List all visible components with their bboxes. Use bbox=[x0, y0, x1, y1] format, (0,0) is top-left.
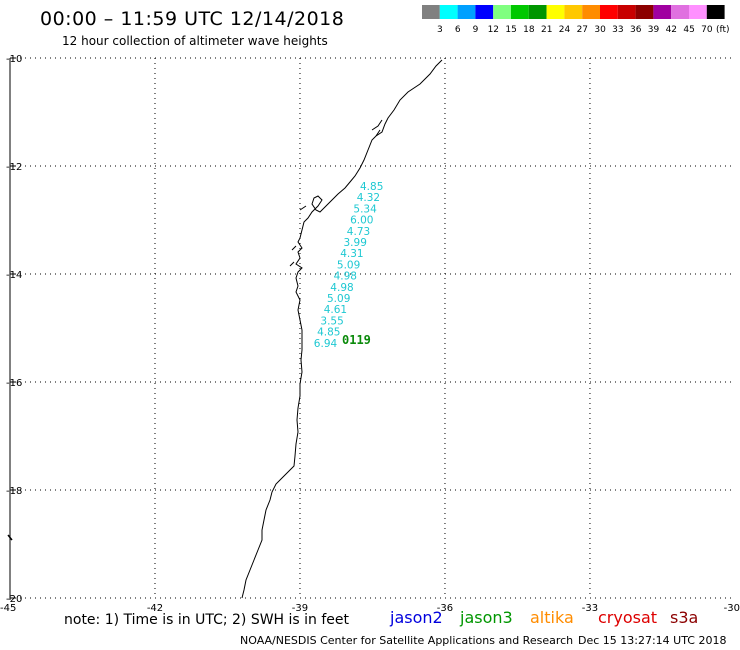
swh-value-label: 6.00 bbox=[350, 215, 373, 227]
map-subtitle: 12 hour collection of altimeter wave hei… bbox=[62, 34, 328, 48]
generation-timestamp: Dec 15 13:27:14 UTC 2018 bbox=[578, 634, 727, 647]
longitude-label: -33 bbox=[582, 603, 598, 614]
latitude-label: -18 bbox=[6, 486, 22, 497]
latitude-label: -16 bbox=[6, 378, 22, 389]
lat-lon-grid bbox=[10, 57, 735, 599]
latitude-label: -10 bbox=[6, 54, 22, 65]
swh-value-label: 4.85 bbox=[360, 181, 383, 193]
legend-value-label: 27 bbox=[577, 25, 588, 35]
longitude-label: -45 bbox=[0, 603, 16, 614]
swh-value-label: 6.94 bbox=[314, 338, 338, 350]
legend-value-label: 24 bbox=[559, 25, 571, 35]
legend-value-label: 42 bbox=[666, 25, 677, 35]
legend-swatch bbox=[511, 5, 529, 19]
swh-value-label: 4.98 bbox=[334, 271, 357, 283]
legend-swatch bbox=[689, 5, 707, 19]
legend-value-label: 3 bbox=[437, 25, 443, 35]
longitude-label: -42 bbox=[147, 603, 163, 614]
legend-swatch bbox=[439, 5, 458, 19]
latitude-label: -12 bbox=[6, 162, 22, 173]
longitude-label: -39 bbox=[292, 603, 308, 614]
legend-value-label: 36 bbox=[630, 25, 642, 35]
legend-swatch bbox=[635, 5, 654, 19]
swh-value-label: 4.73 bbox=[347, 226, 370, 238]
pass-id-label: 0119 bbox=[342, 333, 371, 347]
legend-value-label: 30 bbox=[594, 25, 606, 35]
swh-observations: 4.854.325.346.004.733.994.315.094.984.98… bbox=[314, 181, 384, 350]
legend-unit-label: (ft) bbox=[716, 25, 730, 35]
latitude-label: -14 bbox=[6, 270, 22, 281]
longitude-label: -36 bbox=[437, 603, 453, 614]
latitude-label: -20 bbox=[6, 594, 22, 605]
legend-swatch bbox=[493, 5, 511, 19]
satellite-name-jason3: jason3 bbox=[460, 608, 513, 627]
color-scale-legend: 3 6 9 12 15 18 21 24 27 30 33 36 39 42 45 70 (ft) bbox=[422, 5, 730, 35]
legend-swatch bbox=[671, 5, 689, 19]
legend-value-label: 9 bbox=[473, 25, 479, 35]
swh-value-label: 3.55 bbox=[320, 315, 343, 327]
legend-swatch bbox=[600, 5, 618, 19]
legend-value-label: 39 bbox=[648, 25, 660, 35]
legend-swatch bbox=[706, 5, 725, 19]
legend-value-label: 6 bbox=[455, 25, 461, 35]
island-mark bbox=[7, 534, 13, 541]
swh-value-label: 5.09 bbox=[327, 293, 350, 305]
satellite-name-s3a: s3a bbox=[670, 608, 699, 627]
legend-value-label: 18 bbox=[523, 25, 535, 35]
satellite-name-cryosat: cryosat bbox=[598, 608, 658, 627]
legend-swatch bbox=[582, 5, 600, 19]
legend-swatch bbox=[422, 5, 440, 19]
legend-swatch bbox=[564, 5, 583, 19]
coastline bbox=[241, 59, 443, 599]
footer-note: note: 1) Time is in UTC; 2) SWH is in fe… bbox=[64, 612, 350, 628]
legend-swatch bbox=[528, 5, 547, 19]
legend-value-label: 21 bbox=[541, 25, 552, 35]
credit-text: NOAA/NESDIS Center for Satellite Applica… bbox=[240, 634, 574, 647]
legend-swatch bbox=[546, 5, 565, 19]
map-title: 00:00 – 11:59 UTC 12/14/2018 bbox=[40, 8, 345, 30]
legend-swatch bbox=[653, 5, 672, 19]
swh-value-label: 4.31 bbox=[340, 248, 363, 260]
legend-value-label: 45 bbox=[683, 25, 694, 35]
coastline-detail bbox=[289, 119, 383, 267]
legend-swatch bbox=[617, 5, 636, 19]
swh-value-label: 4.61 bbox=[324, 304, 347, 316]
swh-value-label: 5.34 bbox=[353, 203, 377, 215]
legend-value-label: 12 bbox=[488, 25, 499, 35]
longitude-label: -30 bbox=[724, 603, 740, 614]
satellite-name-jason2: jason2 bbox=[390, 608, 443, 627]
satellite-name-altika: altika bbox=[530, 608, 574, 627]
swh-value-label: 3.99 bbox=[344, 237, 367, 249]
swh-value-label: 5.09 bbox=[337, 259, 360, 271]
legend-swatch bbox=[475, 5, 494, 19]
legend-swatch bbox=[457, 5, 476, 19]
legend-value-label: 33 bbox=[612, 25, 623, 35]
swh-value-label: 4.85 bbox=[317, 327, 340, 339]
legend-value-label: 15 bbox=[505, 25, 516, 35]
swh-value-label: 4.98 bbox=[330, 282, 353, 294]
swh-value-label: 4.32 bbox=[357, 192, 380, 204]
axis-tick-labels: -10 -12 -14 -16 -18 -20-45 -42 -39 -36 -33 -30 bbox=[0, 54, 740, 614]
legend-value-label: 70 bbox=[701, 25, 713, 35]
map-frame bbox=[9, 57, 16, 600]
